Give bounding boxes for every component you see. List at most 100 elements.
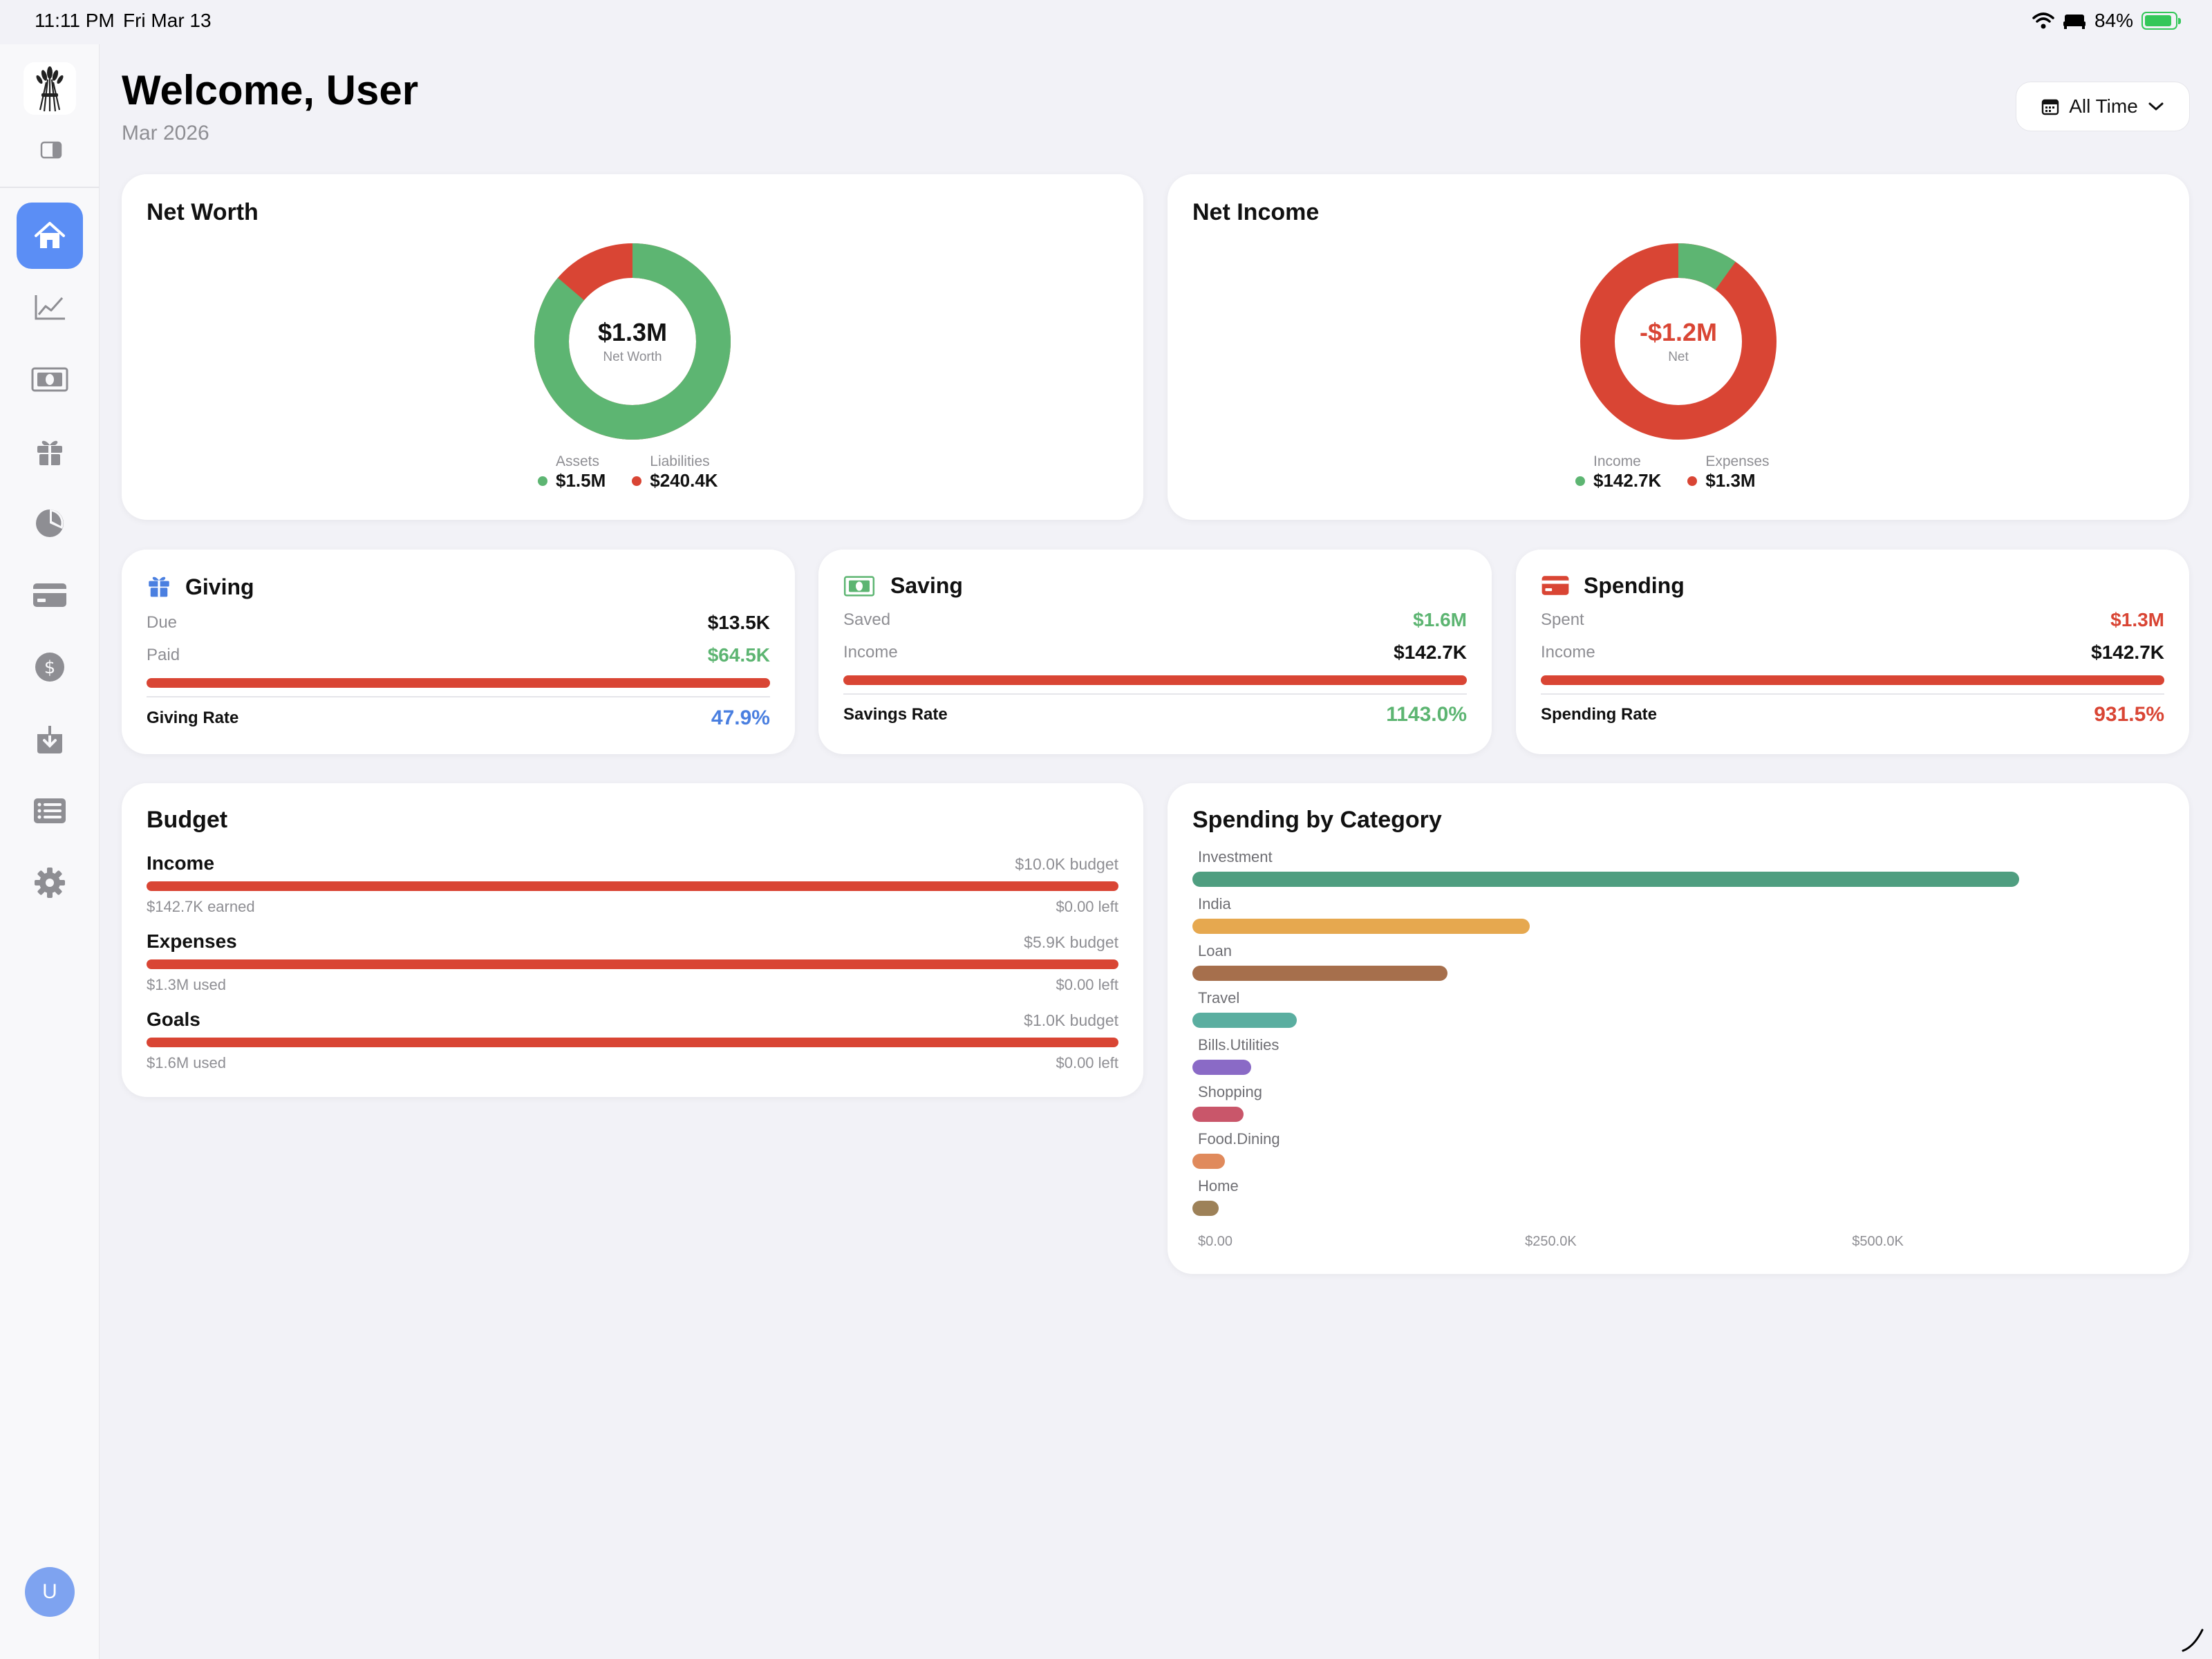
budget-expenses-amount: $5.9K budget — [1024, 933, 1118, 951]
avatar[interactable]: U — [25, 1567, 75, 1617]
spending-by-category-card[interactable]: Spending by Category Investment India Loan… — [1168, 783, 2189, 1274]
budget-income-bar — [147, 881, 1118, 891]
liabilities-label: Liabilities — [650, 453, 710, 469]
category-bar[interactable] — [1192, 1201, 1219, 1216]
download-icon — [37, 726, 62, 753]
nav-home[interactable] — [17, 203, 83, 269]
budget-goals-name: Goals — [147, 1009, 200, 1030]
net-income-label: Net — [1668, 350, 1689, 364]
page-subtitle: Mar 2026 — [122, 122, 209, 144]
net-income-value: -$1.2M — [1639, 318, 1718, 346]
category-bar[interactable] — [1192, 919, 1530, 934]
banknote-icon — [31, 367, 68, 392]
spending-progress-bar — [1541, 675, 2164, 685]
budget-item-goals[interactable]: Goals $1.0K budget $1.6M used $0.00 left — [147, 1009, 1118, 1072]
app-logo[interactable] — [24, 62, 76, 115]
net-income-card[interactable]: Net Income -$1.2M Net Income $142.7K Exp… — [1168, 174, 2189, 520]
wheat-logo-icon — [36, 66, 64, 112]
net-worth-legend: Assets $1.5M Liabilities $240.4K — [538, 453, 718, 491]
net-income-donut-svg — [1580, 243, 1777, 440]
gear-icon — [35, 868, 65, 898]
status-time: 11:11 PM — [35, 10, 115, 31]
gift-icon — [37, 440, 62, 465]
category-bar[interactable] — [1192, 1013, 1297, 1028]
home-icon — [35, 222, 65, 248]
saving-income-label: Income — [843, 643, 898, 662]
category-label: India — [1198, 895, 1231, 912]
net-worth-card[interactable]: Net Worth $1.3M Net Worth Assets $1.5M L… — [122, 174, 1143, 520]
sidebar: $ — [0, 44, 100, 1659]
net-income-legend: Income $142.7K Expenses $1.3M — [1575, 453, 1770, 491]
nav-cash[interactable] — [17, 346, 83, 413]
date-range-dropdown[interactable]: All Time — [2016, 82, 2190, 131]
saving-rate-value: 1143.0% — [1386, 703, 1467, 726]
sidebar-toggle-icon — [40, 141, 62, 159]
budget-goals-amount: $1.0K budget — [1024, 1011, 1118, 1029]
budget-item-expenses[interactable]: Expenses $5.9K budget $1.3M used $0.00 l… — [147, 930, 1118, 994]
spending-title: Spending — [1584, 572, 1685, 598]
calendar-icon — [2042, 99, 2059, 115]
giving-separator — [147, 696, 770, 697]
status-date: Fri Mar 13 — [123, 10, 212, 31]
battery-icon — [2141, 12, 2181, 30]
assets-dot — [538, 476, 547, 486]
gift-icon — [149, 577, 169, 597]
nav-cards[interactable] — [17, 562, 83, 628]
saving-separator — [843, 693, 1467, 695]
x-axis-tick: $0.00 — [1198, 1234, 1233, 1249]
budget-expenses-name: Expenses — [147, 930, 237, 952]
giving-paid-row: Paid $64.5K — [147, 644, 770, 666]
category-bar[interactable] — [1192, 872, 2020, 887]
saving-rate-label: Savings Rate — [843, 705, 948, 724]
nav-import[interactable] — [17, 706, 83, 772]
category-label: Home — [1198, 1177, 1239, 1194]
saving-income-row: Income $142.7K — [843, 641, 1467, 664]
nav-settings[interactable] — [17, 850, 83, 916]
budget-item-income[interactable]: Income $10.0K budget $142.7K earned $0.0… — [147, 852, 1118, 916]
assets-label: Assets — [556, 453, 600, 469]
assets-value: $1.5M — [556, 470, 606, 491]
banknote-icon — [843, 576, 875, 597]
category-bar[interactable] — [1192, 1107, 1244, 1122]
credit-card-icon — [33, 583, 66, 607]
status-indicators: 84% — [2032, 10, 2181, 32]
nav-trends[interactable] — [17, 274, 83, 341]
income-value: $142.7K — [1593, 470, 1662, 491]
giving-card[interactable]: Giving Due $13.5K Paid $64.5K Giving Rat… — [122, 550, 795, 754]
spending-spent-label: Spent — [1541, 610, 1584, 629]
category-bar[interactable] — [1192, 1154, 1226, 1169]
nav-money[interactable]: $ — [17, 634, 83, 700]
x-axis-tick: $250.0K — [1525, 1234, 1577, 1249]
budget-income-name: Income — [147, 852, 215, 874]
budget-card[interactable]: Budget Income $10.0K budget $142.7K earn… — [122, 783, 1143, 1097]
sidebar-divider — [0, 187, 100, 188]
spending-spent-value: $1.3M — [2110, 609, 2164, 630]
saving-rate-row: Savings Rate 1143.0% — [843, 703, 1467, 727]
saving-card[interactable]: Saving Saved $1.6M Income $142.7K Saving… — [818, 550, 1492, 754]
pie-chart-icon — [36, 509, 64, 537]
bed-icon — [2063, 15, 2086, 29]
list-icon — [34, 798, 66, 823]
credit-card-icon — [1541, 576, 1569, 595]
giving-rate-value: 47.9% — [711, 706, 770, 729]
category-bar[interactable] — [1192, 966, 1448, 981]
nav-transactions[interactable] — [17, 778, 83, 844]
sidebar-toggle-button[interactable] — [40, 141, 62, 162]
category-label: Bills.Utilities — [1198, 1036, 1280, 1053]
chevron-down-icon — [2148, 102, 2164, 111]
nav-giving[interactable] — [17, 418, 83, 485]
giving-title: Giving — [185, 574, 254, 599]
category-label: Shopping — [1198, 1083, 1262, 1100]
net-worth-assets-arc — [534, 243, 731, 440]
budget-goals-bar — [147, 1038, 1118, 1047]
spending-income-label: Income — [1541, 643, 1595, 662]
legend-expenses: Expenses $1.3M — [1687, 453, 1770, 491]
net-worth-donut: $1.3M Net Worth — [534, 243, 731, 440]
category-bar[interactable] — [1192, 1060, 1252, 1075]
nav-reports[interactable] — [17, 490, 83, 556]
budget-expenses-used: $1.3M used — [147, 976, 226, 993]
spending-card[interactable]: Spending Spent $1.3M Income $142.7K Spen… — [1516, 550, 2189, 754]
spending-spent-row: Spent $1.3M — [1541, 609, 2164, 631]
giving-due-value: $13.5K — [707, 612, 770, 633]
saving-saved-label: Saved — [843, 610, 891, 629]
